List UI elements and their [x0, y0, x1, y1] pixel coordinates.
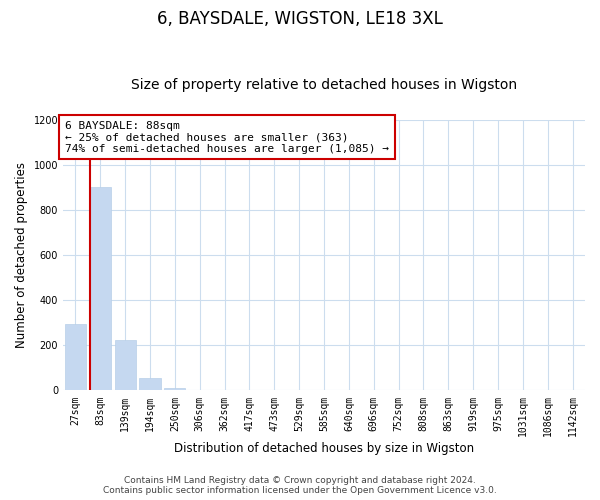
Y-axis label: Number of detached properties: Number of detached properties	[15, 162, 28, 348]
Bar	[139, 378, 161, 390]
Bar	[164, 388, 185, 390]
Text: Contains HM Land Registry data © Crown copyright and database right 2024.
Contai: Contains HM Land Registry data © Crown c…	[103, 476, 497, 495]
Bar	[65, 324, 86, 390]
Title: Size of property relative to detached houses in Wigston: Size of property relative to detached ho…	[131, 78, 517, 92]
Bar	[115, 340, 136, 390]
Bar	[90, 188, 111, 390]
Text: 6 BAYSDALE: 88sqm
← 25% of detached houses are smaller (363)
74% of semi-detache: 6 BAYSDALE: 88sqm ← 25% of detached hous…	[65, 120, 389, 154]
X-axis label: Distribution of detached houses by size in Wigston: Distribution of detached houses by size …	[174, 442, 474, 455]
Text: 6, BAYSDALE, WIGSTON, LE18 3XL: 6, BAYSDALE, WIGSTON, LE18 3XL	[157, 10, 443, 28]
